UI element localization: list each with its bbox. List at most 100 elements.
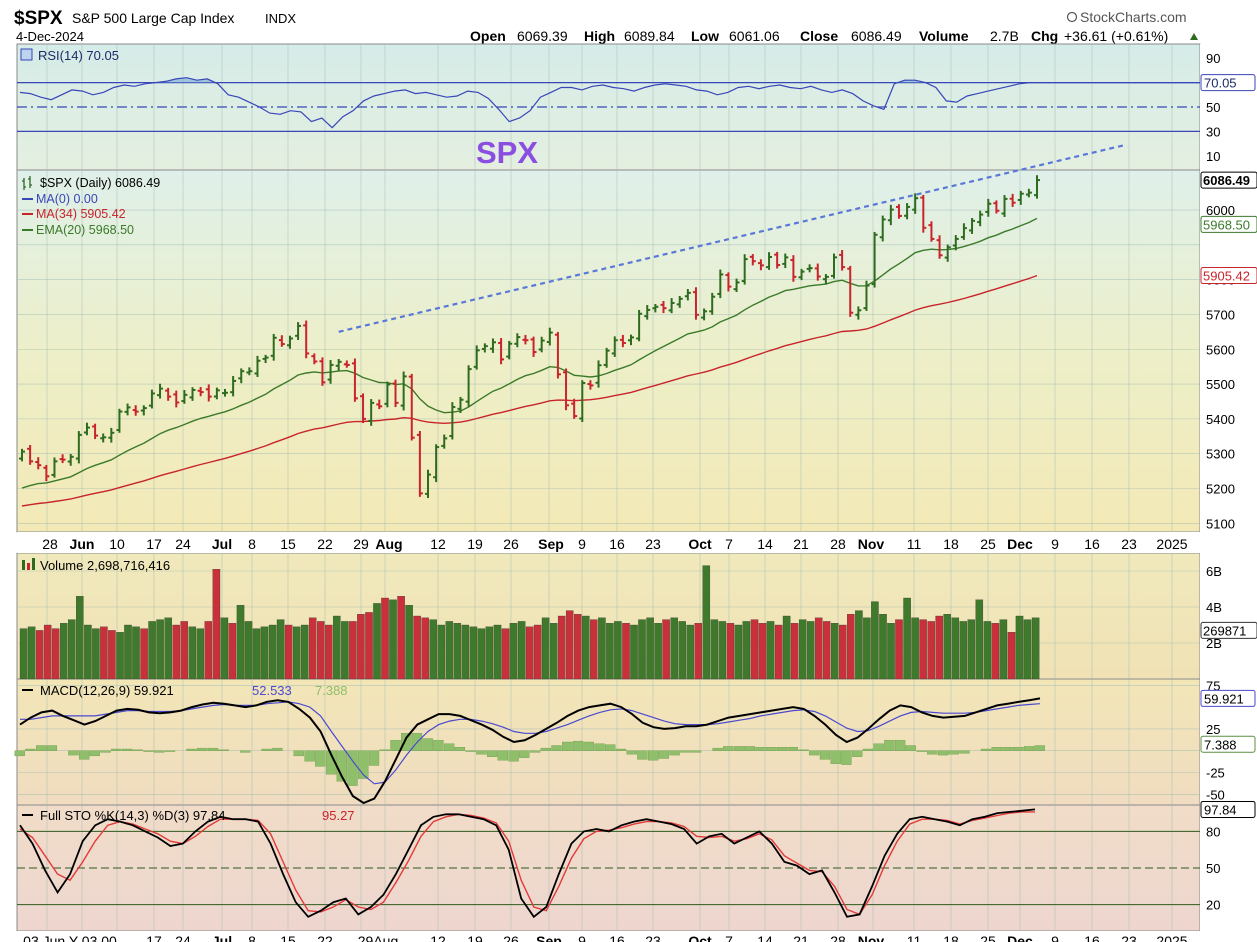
volume-bar: [798, 619, 807, 680]
macd-histogram-bar: [197, 747, 208, 751]
macd-hist-label: 7.388: [315, 683, 348, 698]
volume-tag: [1200, 621, 1257, 639]
ohlc-line: Open 6069.39 High 6089.84 Low 6061.06 Cl…: [470, 28, 1198, 44]
ohlc-bar: [741, 254, 748, 285]
volume-bar: [236, 605, 245, 680]
volume-bar: [92, 628, 100, 680]
ohlc-bar: [790, 255, 797, 282]
ohlc-bar: [335, 359, 342, 371]
bottom-tick-label: Dec: [1007, 933, 1033, 942]
ohlc-bar: [847, 265, 854, 317]
price-tag: [1200, 267, 1257, 285]
volume-bar: [501, 628, 510, 680]
price-tick-label: 5300: [1206, 447, 1235, 462]
volume-bar: [325, 624, 333, 680]
ohlc-bar: [67, 454, 74, 466]
macd-histogram-bar: [379, 749, 390, 751]
volume-bar: [670, 617, 678, 680]
volume-bar: [509, 623, 518, 680]
macd-histogram-bar: [218, 749, 229, 751]
volume-bar: [630, 624, 638, 680]
volume-bar: [292, 626, 301, 680]
ohlc-bar: [1001, 195, 1008, 217]
date-tick-label: 9: [1051, 536, 1059, 552]
volume-bar: [726, 623, 735, 680]
stockcharts-logo[interactable]: StockCharts.com: [1066, 9, 1187, 25]
volume-bar: [999, 619, 1008, 680]
volume-bar: [180, 621, 188, 680]
volume-bar: [453, 623, 462, 680]
volume-bar: [445, 621, 454, 680]
ohlc-bar: [1034, 175, 1040, 199]
macd-histogram-bar: [680, 750, 691, 753]
sto-tag-text: 97.84: [1204, 802, 1237, 817]
volume-bar: [132, 626, 140, 680]
macd-histogram-bar: [830, 750, 841, 764]
ohlc-bar: [408, 373, 415, 441]
macd-signal-label: 52.533: [252, 683, 292, 698]
volume-bar: [108, 630, 116, 680]
volume-bar: [43, 624, 52, 680]
macd-histogram-bar: [798, 749, 809, 751]
volume-bar: [927, 621, 935, 680]
ohlc-bar: [19, 448, 25, 462]
date-tick-label: 2025: [1156, 536, 1187, 552]
volume-bar: [903, 597, 911, 680]
ohlc-bar: [498, 338, 505, 365]
ohlc-bar: [652, 304, 659, 313]
volume-bar: [582, 615, 590, 680]
ohlc-bar: [546, 327, 553, 346]
bottom-tick-label: 17: [146, 933, 162, 942]
macd-histogram-bar: [862, 748, 874, 751]
volume-bar: [437, 624, 445, 680]
date-tick-label: 19: [467, 536, 483, 552]
macd-histogram-bar: [733, 746, 745, 751]
volume-bar: [822, 621, 831, 680]
volume-bar: [1031, 617, 1040, 680]
ohlc-bar: [920, 194, 927, 233]
bottom-tick-label: 7: [725, 933, 733, 942]
rsi-value-tag-text: 70.05: [1204, 76, 1237, 91]
ohlc-bar: [311, 353, 318, 365]
date-tick-label: 25: [980, 536, 996, 552]
macd-histogram-bar: [519, 750, 530, 758]
rsi-line: [19, 77, 1040, 129]
volume-bar: [84, 624, 92, 680]
date-tick-label: 23: [645, 536, 661, 552]
macd-histogram-bar: [852, 750, 863, 757]
ohlc-bar: [603, 347, 610, 368]
ohlc-bar: [392, 379, 399, 408]
ohlc-bar: [717, 269, 724, 299]
ohlc-bar: [554, 331, 561, 379]
macd-histogram-bar: [132, 749, 143, 751]
ohlc-bar: [798, 268, 805, 281]
date-tick-label: Oct: [688, 536, 712, 552]
date-tick-label: 26: [503, 536, 519, 552]
ohlc-bar: [757, 259, 764, 271]
ohlc-bar: [35, 457, 42, 470]
ohlc-bar: [579, 380, 586, 423]
volume-bar: [469, 626, 478, 680]
bottom-tick-label: 16: [609, 933, 625, 942]
ohlc-bar: [148, 389, 155, 409]
volume-bar: [622, 623, 630, 680]
date-tick-label: Sep: [538, 536, 564, 552]
date-tick-label: 18: [943, 536, 959, 552]
macd-histogram-bar: [529, 750, 541, 753]
open-label: Open: [470, 28, 506, 44]
bottom-tick-label: 11: [907, 933, 922, 942]
ohlc-bar: [985, 198, 992, 217]
ohlc-bar: [806, 264, 813, 273]
date-tick-label: 21: [793, 536, 809, 552]
volume-bar: [421, 617, 429, 680]
volume-bar: [606, 623, 614, 680]
macd-histogram-bar: [164, 750, 176, 752]
volume-bar: [300, 624, 309, 680]
volume-tick-label: 4B: [1206, 600, 1222, 615]
volume-bar: [895, 619, 903, 680]
macd-histogram-bar: [304, 750, 315, 762]
macd-histogram-bar: [959, 750, 970, 754]
volume-bar: [349, 621, 357, 680]
macd-histogram-bar: [444, 743, 455, 751]
low-label: Low: [691, 28, 719, 44]
